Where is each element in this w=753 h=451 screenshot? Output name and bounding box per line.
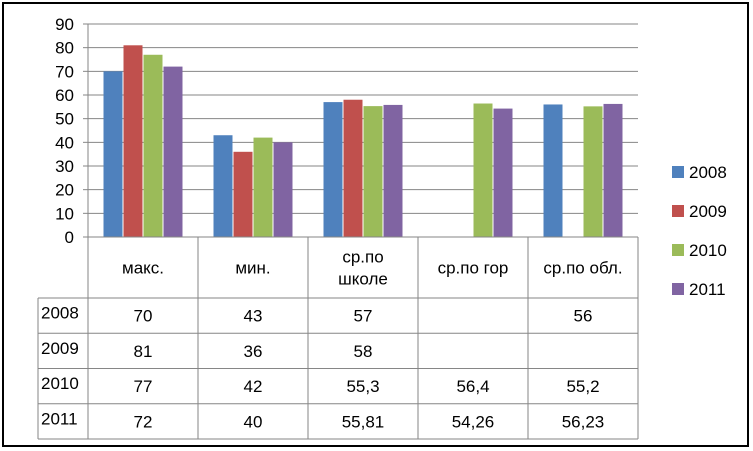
y-tick-label: 40 — [55, 133, 74, 152]
bar-2011 — [163, 66, 183, 237]
table-row-label: 2009 — [41, 339, 79, 358]
category-label: мин. — [235, 259, 270, 278]
category-label: ср.по гор — [438, 259, 509, 278]
legend-swatch-2010 — [672, 244, 684, 256]
y-tick-label: 60 — [55, 86, 74, 105]
table-cell: 56,23 — [562, 412, 605, 431]
y-tick-label: 20 — [55, 181, 74, 200]
bar-2009 — [233, 151, 253, 237]
table-cell: 77 — [134, 377, 153, 396]
legend-label-2011: 2011 — [689, 280, 726, 299]
legend-label-2008: 2008 — [689, 163, 727, 182]
y-tick-label: 80 — [55, 39, 74, 58]
y-tick-label: 50 — [55, 110, 74, 129]
table-row-label: 2008 — [41, 304, 79, 323]
bar-2011 — [273, 142, 293, 237]
y-tick-label: 90 — [55, 15, 74, 34]
table-cell: 40 — [244, 412, 263, 431]
bar-2010 — [473, 103, 493, 238]
table-cell: 55,2 — [566, 377, 599, 396]
table-cell: 54,26 — [452, 412, 495, 431]
table-cell: 55,3 — [346, 377, 379, 396]
table-cell: 42 — [244, 377, 263, 396]
y-tick-label: 70 — [55, 62, 74, 81]
table-cell: 70 — [134, 307, 153, 326]
table-cell: 57 — [354, 307, 373, 326]
category-label: макс. — [122, 259, 164, 278]
bar-2010 — [143, 54, 163, 238]
y-tick-label: 10 — [55, 204, 74, 223]
legend-swatch-2011 — [672, 283, 684, 295]
bar-2008 — [103, 71, 123, 237]
bar-2010 — [253, 137, 273, 237]
table-cell: 72 — [134, 412, 153, 431]
table-cell: 56,4 — [456, 377, 489, 396]
bar-2008 — [323, 102, 343, 237]
table-cell: 55,81 — [342, 412, 385, 431]
bar-2009 — [343, 99, 363, 237]
category-label: ср.по — [342, 248, 383, 267]
table-cell: 56 — [574, 307, 593, 326]
table-cell: 43 — [244, 307, 263, 326]
table-row-label: 2010 — [41, 374, 79, 393]
bar-2010 — [363, 106, 383, 237]
table-row-label: 2011 — [41, 409, 78, 428]
bar-2008 — [213, 135, 233, 237]
table-cell: 58 — [354, 342, 373, 361]
bar-2010 — [583, 106, 603, 237]
bar-2008 — [543, 104, 563, 237]
bar-2011 — [383, 104, 403, 237]
y-tick-label: 0 — [65, 228, 74, 247]
legend-swatch-2008 — [672, 166, 684, 178]
table-cell: 81 — [134, 342, 153, 361]
category-label: школе — [338, 270, 388, 289]
table-cell: 36 — [244, 342, 263, 361]
bar-2011 — [603, 103, 623, 237]
category-label: ср.по обл. — [543, 259, 622, 278]
legend-label-2010: 2010 — [689, 241, 727, 260]
legend-swatch-2009 — [672, 205, 684, 217]
legend-label-2009: 2009 — [689, 202, 727, 221]
y-tick-label: 30 — [55, 157, 74, 176]
bar-2011 — [493, 108, 513, 238]
bar-2009 — [123, 45, 143, 237]
